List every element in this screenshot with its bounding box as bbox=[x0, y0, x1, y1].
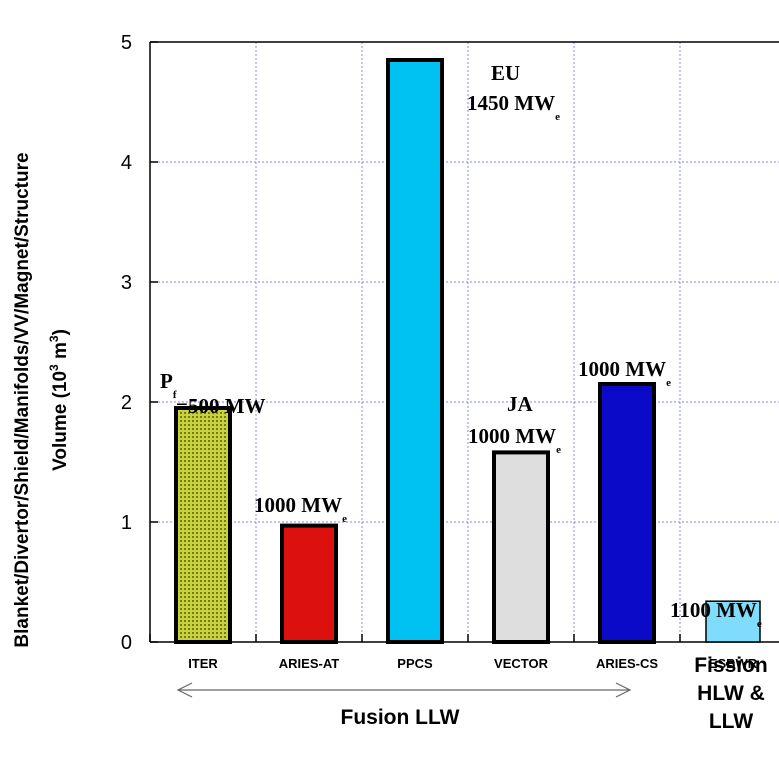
x-tick-label: PPCS bbox=[397, 656, 433, 671]
y-axis-label-line2: Volume (103 m3) bbox=[47, 329, 71, 471]
bar-annotation: =500 MW bbox=[176, 394, 266, 418]
bar-annotation: 1000 MWe bbox=[254, 493, 347, 525]
fusion-range-arrow bbox=[176, 682, 632, 698]
bar-annotation: 1000 MWe bbox=[468, 424, 561, 456]
grid-lines bbox=[150, 41, 779, 642]
bar-vector bbox=[492, 450, 550, 644]
bar-annotation: 1000 MWe bbox=[578, 357, 671, 389]
fusion-group-label: Fusion LLW bbox=[341, 706, 460, 729]
bar-annotation: Pf bbox=[160, 369, 177, 401]
axes bbox=[149, 41, 779, 643]
y-tick-labels: 0 1 2 3 4 5 bbox=[121, 32, 132, 654]
y-tick-label: 3 bbox=[121, 272, 132, 294]
fission-group-label-line1: Fission bbox=[694, 654, 768, 677]
bar-annotation: 1450 MWe bbox=[467, 91, 560, 123]
x-tick-label: ITER bbox=[188, 656, 218, 671]
y-tick-label: 5 bbox=[121, 32, 132, 54]
y-tick-label: 0 bbox=[121, 632, 132, 654]
y-tick-label: 4 bbox=[121, 152, 132, 174]
bar-annotation: JA bbox=[507, 392, 534, 416]
bar-iter bbox=[174, 406, 232, 644]
x-tick-label: ARIES-CS bbox=[596, 656, 658, 671]
bar-annotation: EU bbox=[491, 61, 520, 85]
bar-aries-at bbox=[280, 523, 338, 644]
bar-annotations: Pf =500 MW 1000 MWe EU 1450 MWe JA 1000 MWe 100… bbox=[160, 61, 762, 630]
bars bbox=[174, 58, 761, 644]
category-labels: ITER ARIES-AT PPCS VECTOR ARIES-CS ESBWR bbox=[188, 656, 758, 671]
x-tick-label: ARIES-AT bbox=[279, 656, 339, 671]
bar-aries-cs bbox=[598, 382, 656, 644]
bar-annotation: 1100 MWe bbox=[670, 598, 762, 630]
fission-group-label-line3: LLW bbox=[709, 710, 753, 733]
fission-group-label-line2: HLW & bbox=[697, 682, 765, 705]
y-tick-label: 2 bbox=[121, 392, 132, 414]
bar-ppcs bbox=[386, 58, 444, 644]
x-tick-label: ESBWR bbox=[709, 656, 758, 671]
bar-esbwr bbox=[705, 600, 761, 643]
y-axis-label-line1: Blanket/Divertor/Shield/Manifolds/VV/Mag… bbox=[12, 152, 33, 647]
y-tick-label: 1 bbox=[121, 512, 132, 534]
x-tick-label: VECTOR bbox=[494, 656, 549, 671]
